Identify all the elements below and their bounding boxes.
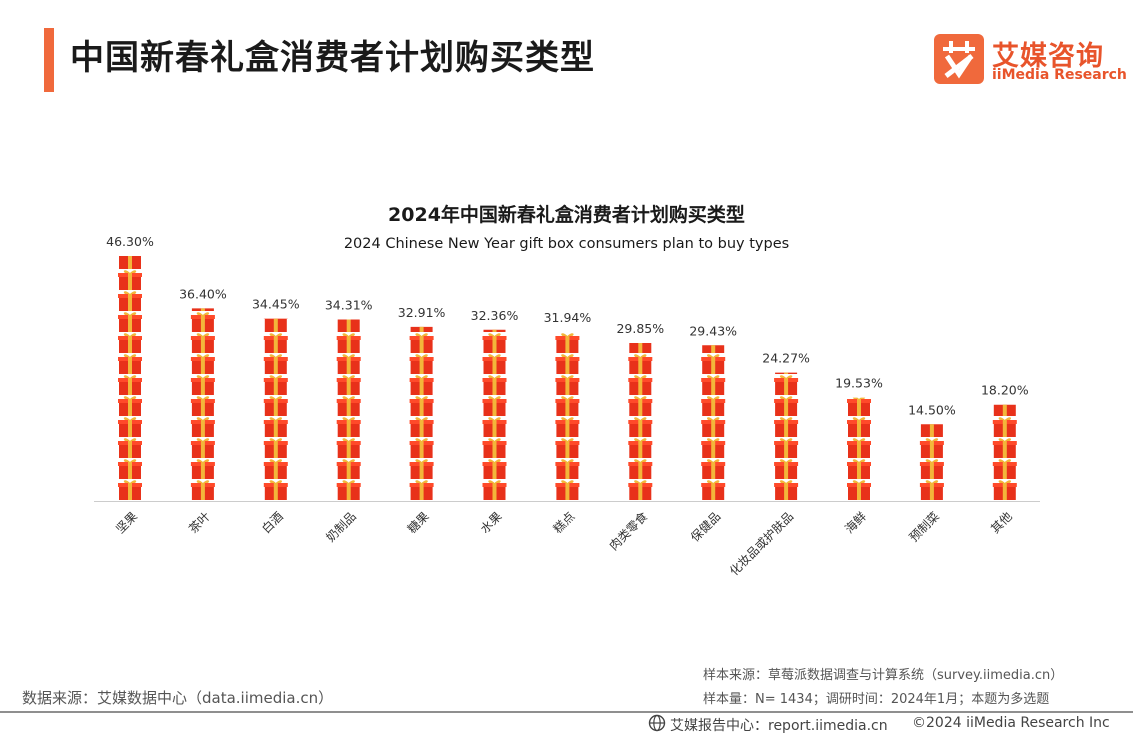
logo-name-cn: 艾媒咨询 [992, 41, 1104, 72]
page-title: 中国新春礼盒消费者计划购买类型 [70, 38, 595, 78]
bar-2 [263, 318, 288, 500]
category-label-1: 茶叶 [185, 509, 213, 537]
category-label-0: 坚果 [113, 509, 140, 536]
chart-subtitle: 2024 Chinese New Year gift box consumers… [343, 236, 790, 252]
globe-icon [648, 714, 666, 732]
category-label-6: 糕点 [551, 509, 578, 536]
value-label-0: 46.30% [106, 234, 154, 249]
category-label-10: 海鲜 [842, 509, 870, 537]
sample-source: 样本来源：草莓派数据调查与计算系统（survey.iimedia.cn） [703, 668, 1064, 683]
logo-name-en: iiMedia Research [992, 67, 1127, 83]
value-label-9: 24.27% [762, 351, 810, 366]
category-label-3: 奶制品 [323, 509, 358, 544]
category-label-8: 保健品 [688, 509, 723, 544]
value-label-5: 32.36% [471, 308, 519, 323]
category-label-5: 水果 [478, 509, 505, 536]
title-accent-bar [44, 28, 54, 92]
value-label-10: 19.53% [835, 376, 883, 391]
category-label-4: 糖果 [404, 509, 432, 537]
copyright: ©2024 iiMedia Research Inc [912, 715, 1110, 731]
category-label-9: 化妆品或护肤品 [726, 509, 796, 579]
footer-divider [0, 711, 1133, 713]
bar-1 [190, 308, 215, 500]
bar-7 [628, 343, 653, 500]
report-center-link[interactable]: 艾媒报告中心：report.iimedia.cn [670, 718, 888, 734]
category-label-7: 肉类零食 [606, 509, 651, 554]
category-label-2: 白酒 [258, 509, 286, 537]
sample-info: 样本量：N= 1434；调研时间：2024年1月；本题为多选题 [703, 692, 1050, 707]
data-source: 数据来源：艾媒数据中心（data.iimedia.cn） [22, 689, 334, 707]
value-label-6: 31.94% [544, 310, 592, 325]
category-label-12: 其他 [988, 509, 1015, 536]
value-label-7: 29.85% [616, 321, 664, 336]
bar-8 [701, 345, 726, 500]
value-label-8: 29.43% [689, 323, 737, 338]
category-label-11: 预制菜 [907, 509, 942, 544]
bar-0 [118, 256, 142, 500]
iimedia-logo: 艾媒咨询 iiMedia Research [934, 34, 1127, 86]
value-label-1: 36.40% [179, 286, 227, 301]
chart-title: 2024年中国新春礼盒消费者计划购买类型 [388, 204, 745, 226]
bar-4 [409, 326, 434, 500]
value-label-2: 34.45% [252, 297, 300, 312]
bar-3 [336, 319, 361, 500]
bar-10 [847, 397, 871, 500]
value-label-3: 34.31% [325, 297, 373, 312]
value-label-12: 18.20% [981, 383, 1029, 398]
logo-mark-icon [934, 34, 984, 84]
value-label-4: 32.91% [398, 305, 446, 320]
value-label-11: 14.50% [908, 402, 956, 417]
